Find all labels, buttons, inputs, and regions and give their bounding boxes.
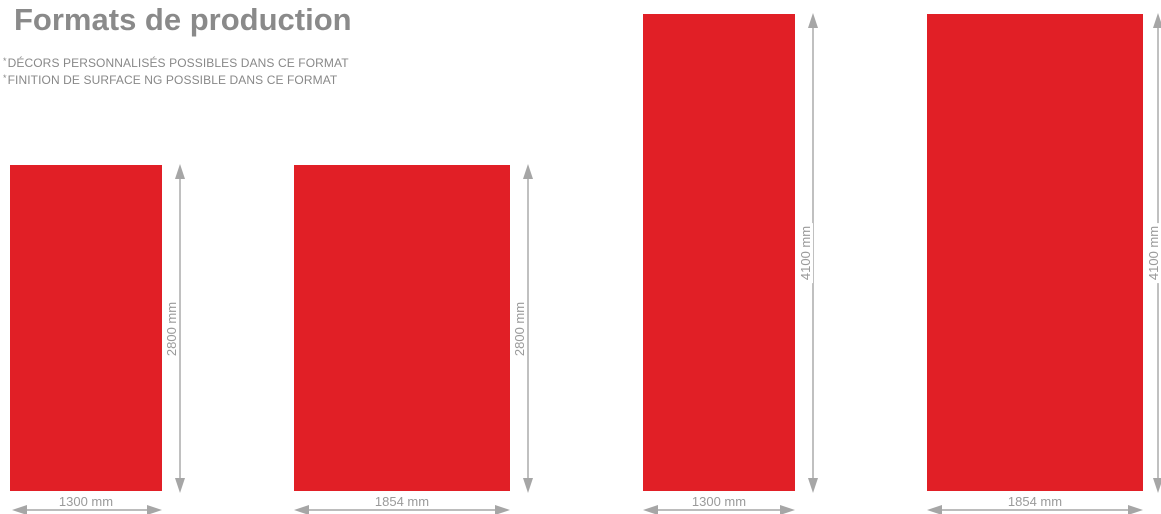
note-text: DÉCORS PERSONNALISÉS POSSIBLES DANS CE F… bbox=[7, 56, 349, 70]
panel-1854x2800 bbox=[294, 165, 510, 491]
width-label: 1300 mm bbox=[54, 495, 118, 509]
height-label: 4100 mm bbox=[798, 222, 813, 284]
width-label: 1300 mm bbox=[687, 495, 751, 509]
page-title: Formats de production bbox=[14, 2, 352, 37]
note-marker: * bbox=[3, 73, 7, 83]
note-custom-decors: *DÉCORS PERSONNALISÉS POSSIBLES DANS CE … bbox=[3, 56, 349, 70]
panel-1300x4100 bbox=[643, 14, 795, 491]
panel-1854x4100 bbox=[927, 14, 1143, 491]
width-label: 1854 mm bbox=[370, 495, 434, 509]
width-label: 1854 mm bbox=[1003, 495, 1067, 509]
height-label: 2800 mm bbox=[164, 298, 179, 360]
panel-1300x2800 bbox=[10, 165, 162, 491]
height-label: 2800 mm bbox=[512, 298, 527, 360]
height-label: 4100 mm bbox=[1146, 222, 1161, 284]
note-text: FINITION DE SURFACE NG POSSIBLE DANS CE … bbox=[7, 73, 338, 87]
note-marker: * bbox=[3, 56, 7, 66]
note-ng-finish: *FINITION DE SURFACE NG POSSIBLE DANS CE… bbox=[3, 73, 337, 87]
